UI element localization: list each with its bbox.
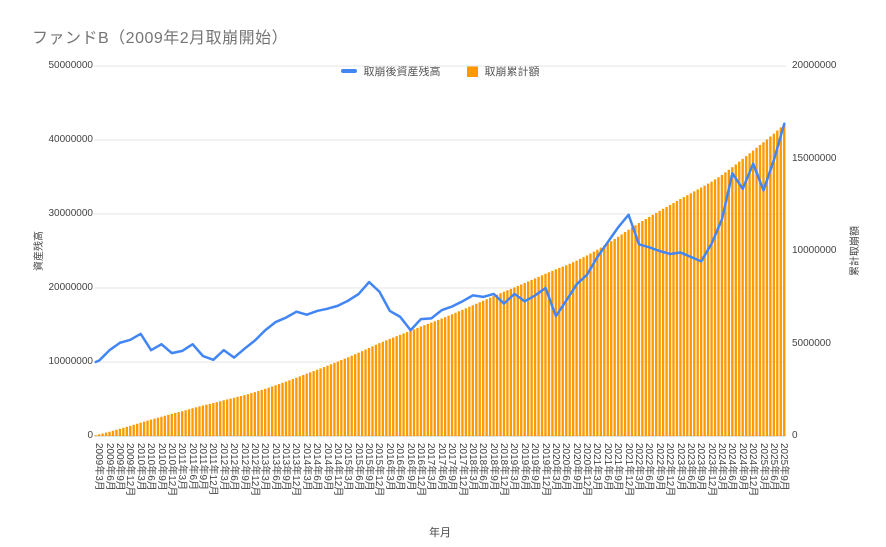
line-series-marker-icon <box>340 69 357 73</box>
x-tick-label: 2011年12月 <box>207 443 219 496</box>
x-tick-label: 2016年9月 <box>404 443 416 491</box>
y-tick-label-right: 15000000 <box>792 152 837 164</box>
x-tick-label: 2019年3月 <box>508 443 520 491</box>
y-tick-label-left: 50000000 <box>48 60 94 71</box>
x-tick-label: 2009年12月 <box>124 443 136 497</box>
x-tick-label: 2016年6月 <box>394 443 406 491</box>
legend-label-line-series: 取崩後資産残高 <box>363 66 441 78</box>
y-tick-label-left: 10000000 <box>48 356 94 367</box>
y-tick-label-right: 20000000 <box>792 60 837 71</box>
x-tick-label: 2013年12月 <box>290 443 302 497</box>
x-tick-label: 2017年9月 <box>446 443 458 491</box>
chart-title: ファンドB（2009年2月取崩開始） <box>32 30 289 47</box>
legend-item-line-series: 取崩後資産残高 <box>340 63 441 79</box>
legend-item-bar-series: 取崩累計額 <box>466 63 540 79</box>
x-tick-label: 2021年9月 <box>612 443 624 491</box>
x-tick-label: 2014年6月 <box>311 443 323 491</box>
x-tick-label: 2019年9月 <box>529 443 541 491</box>
x-tick-label: 2010年6月 <box>145 443 157 491</box>
x-tick-label: 2013年3月 <box>259 443 271 491</box>
y-tick-label-left: 30000000 <box>48 208 94 219</box>
x-tick-label: 2009年3月 <box>93 443 105 491</box>
x-tick-label: 2014年9月 <box>321 443 333 491</box>
x-tick-label: 2022年12月 <box>664 443 676 497</box>
x-tick-label: 2013年6月 <box>269 443 281 491</box>
x-tick-label: 2025年3月 <box>757 443 769 491</box>
y-tick-label-left: 40000000 <box>48 134 94 145</box>
x-tick-label: 2022年6月 <box>643 443 655 491</box>
x-tick-label: 2023年3月 <box>674 443 686 491</box>
x-tick-label: 2024年6月 <box>726 443 738 491</box>
x-tick-label: 2010年9月 <box>155 443 167 491</box>
x-axis-title: 年月 <box>429 527 451 539</box>
y-tick-label-right: 0 <box>792 430 798 441</box>
x-tick-label: 2012年6月 <box>228 443 240 491</box>
x-tick-label: 2018年6月 <box>477 443 489 491</box>
x-tick-label: 2015年12月 <box>373 443 385 497</box>
y-tick-label-left: 0 <box>87 430 93 441</box>
x-tick-label: 2015年3月 <box>342 443 354 491</box>
x-tick-label: 2012年9月 <box>238 443 250 491</box>
x-tick-label: 2024年12月 <box>747 443 759 497</box>
x-tick-label: 2025年9月 <box>778 443 790 491</box>
x-tick-label: 2017年3月 <box>425 443 437 491</box>
x-tick-label: 2021年12月 <box>622 443 634 497</box>
x-tick-label: 2021年3月 <box>591 443 603 491</box>
y-tick-label-right: 10000000 <box>792 245 837 256</box>
x-tick-label: 2019年12月 <box>539 443 551 497</box>
bar-series-marker-icon <box>466 65 478 77</box>
x-tick-label: 2011年3月 <box>176 443 188 491</box>
legend-label-bar-series: 取崩累計額 <box>484 66 540 78</box>
x-tick-label: 2020年6月 <box>560 443 572 491</box>
plot-area <box>94 65 786 437</box>
right-axis-title: 累計取崩額 <box>850 226 861 276</box>
left-axis-title: 資産残高 <box>34 231 45 271</box>
y-tick-label-left: 20000000 <box>48 282 94 293</box>
x-tick-label: 2023年12月 <box>705 443 717 497</box>
x-tick-label: 2018年9月 <box>487 443 499 491</box>
legend: 取崩後資産残高 取崩累計額 <box>94 62 786 80</box>
x-tick-label: 2011年6月 <box>186 443 198 491</box>
x-tick-label: 2009年6月 <box>103 443 115 491</box>
y-tick-label-right: 5000000 <box>792 337 831 349</box>
x-tick-label: 2023年9月 <box>695 443 707 491</box>
x-tick-label: 2017年12月 <box>456 443 468 497</box>
